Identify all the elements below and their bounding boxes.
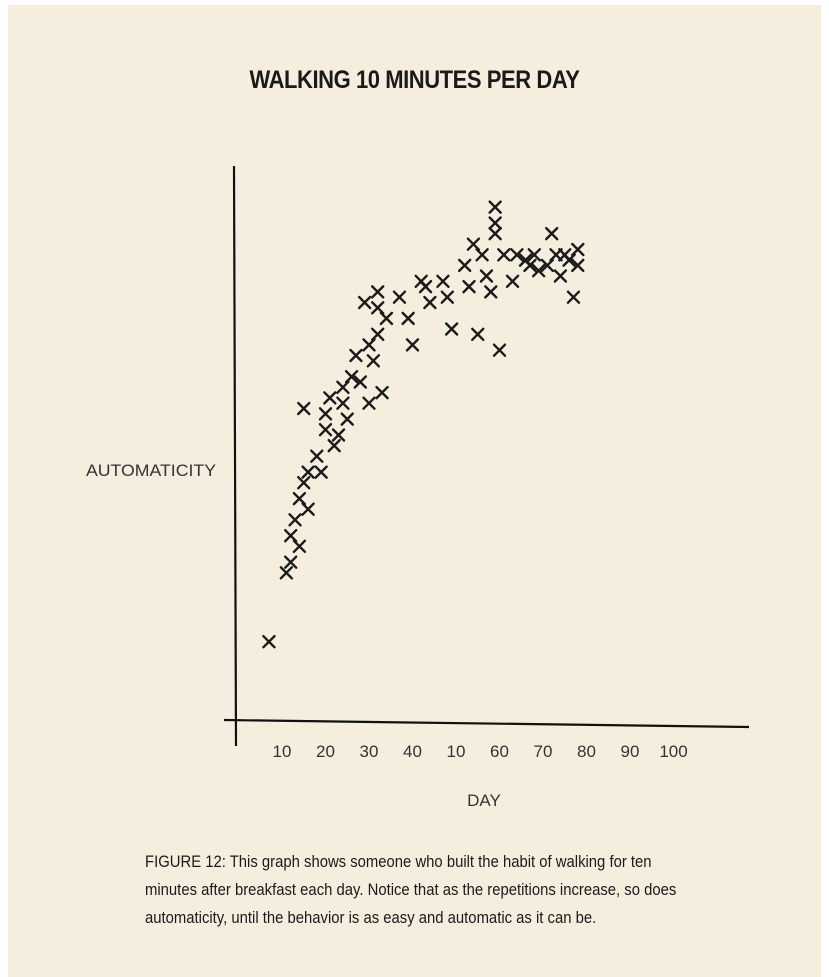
x-tick-label: 80: [577, 742, 596, 761]
data-point: [314, 465, 328, 479]
data-point: [301, 502, 315, 516]
data-point: [492, 343, 507, 357]
data-point: [362, 396, 376, 410]
data-point: [436, 274, 450, 288]
data-point: [405, 338, 420, 352]
data-point: [527, 248, 541, 262]
data-point: [357, 295, 372, 310]
data-point: [566, 290, 581, 304]
data-point: [375, 385, 389, 400]
data-point: [336, 396, 350, 410]
data-point: [284, 555, 298, 569]
data-point: [571, 258, 585, 273]
data-point: [562, 253, 576, 267]
data-point: [279, 566, 294, 580]
data-point: [523, 258, 537, 273]
data-point: [349, 348, 363, 363]
data-point: [262, 635, 276, 649]
data-point: [284, 529, 298, 543]
x-tick-label: 10: [273, 742, 292, 761]
data-point: [379, 311, 394, 326]
data-point: [466, 237, 481, 251]
data-point: [362, 338, 376, 352]
data-point: [371, 327, 385, 341]
data-point: [462, 279, 476, 294]
data-point: [331, 428, 346, 442]
data-point: [288, 513, 302, 527]
data-point: [475, 248, 489, 262]
data-point: [479, 269, 494, 283]
data-point: [488, 226, 502, 241]
x-tick-label: 70: [534, 742, 553, 761]
x-axis: [223, 718, 750, 729]
x-tick-label: 10: [447, 742, 466, 761]
chart-title: WALKING 10 MINUTES PER DAY: [249, 66, 580, 94]
data-point: [371, 301, 385, 315]
data-point: [318, 423, 333, 437]
x-tick-label: 60: [490, 742, 509, 761]
data-point: [444, 322, 459, 336]
data-point: [327, 438, 341, 453]
data-point: [510, 248, 524, 262]
data-point: [497, 248, 511, 262]
data-point: [340, 412, 354, 426]
data-point: [301, 465, 315, 479]
data-point: [297, 476, 311, 490]
data-point: [540, 258, 555, 273]
x-tick-label: 90: [621, 742, 640, 761]
page-background: [8, 5, 821, 977]
data-point: [531, 264, 546, 278]
data-point: [310, 449, 324, 463]
data-point: [484, 285, 498, 299]
data-point: [392, 290, 407, 304]
data-point: [571, 242, 585, 257]
x-tick-label: 30: [360, 742, 379, 761]
data-point: [353, 375, 367, 389]
data-point: [505, 274, 520, 288]
data-point: [458, 258, 472, 273]
figure-caption: FIGURE 12: This graph shows someone who …: [145, 853, 677, 927]
data-point: [545, 226, 559, 241]
x-axis-label: DAY: [467, 791, 501, 810]
data-point: [423, 295, 437, 310]
x-tick-label: 40: [403, 742, 422, 761]
y-axis-label: AUTOMATICITY: [86, 461, 216, 480]
data-point: [297, 401, 311, 416]
data-point: [318, 407, 333, 421]
data-point: [401, 311, 415, 326]
data-point: [292, 539, 307, 553]
x-tick-label: 20: [316, 742, 335, 761]
data-point: [366, 354, 381, 368]
data-point: [488, 200, 502, 214]
data-points: [262, 200, 585, 649]
data-point: [553, 269, 568, 283]
data-point: [488, 216, 502, 230]
data-point: [440, 290, 454, 304]
data-point: [323, 391, 337, 405]
data-point: [336, 380, 350, 394]
data-point: [418, 279, 433, 294]
data-point: [471, 327, 485, 341]
y-axis: [232, 165, 238, 747]
data-point: [292, 491, 307, 506]
x-tick-label: 100: [659, 742, 687, 761]
data-point: [344, 370, 359, 384]
data-point: [371, 285, 385, 299]
x-tick-labels: 10 20 30 40 10 60 70 80 90 100: [273, 742, 688, 761]
